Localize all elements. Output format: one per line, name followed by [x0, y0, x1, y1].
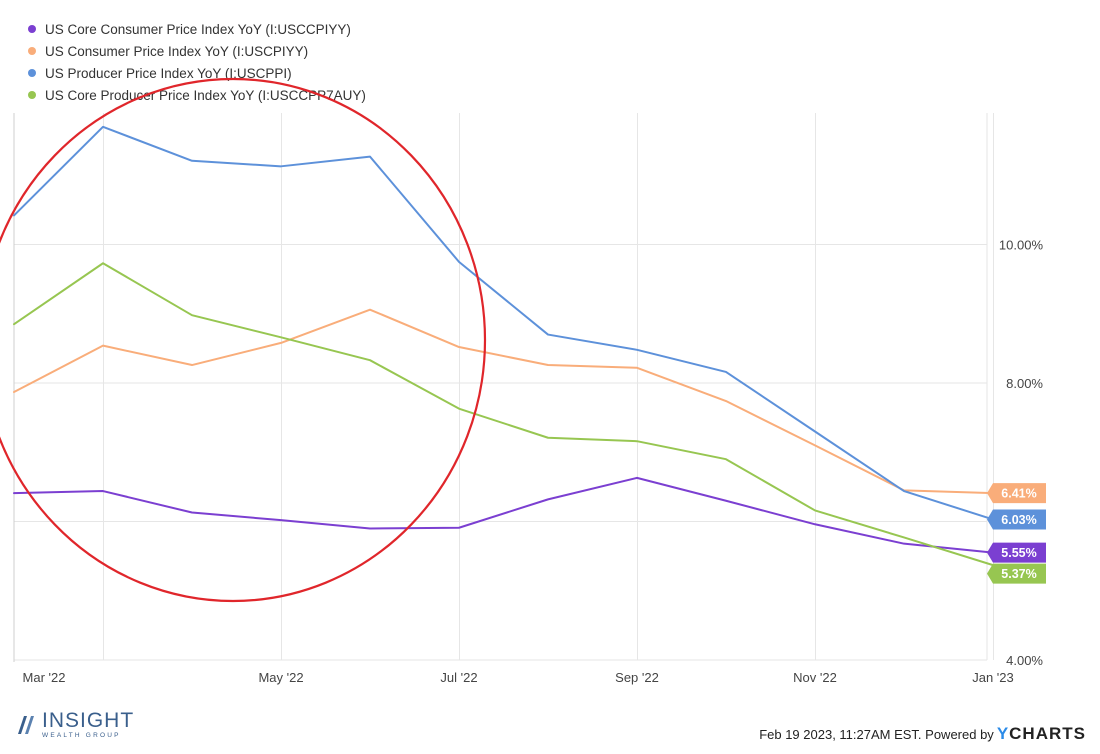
- logo-sub-text: WEALTH GROUP: [42, 732, 121, 739]
- legend-label: US Core Consumer Price Index YoY (I:USCC…: [45, 21, 351, 37]
- y-tick-label: 8.00%: [1006, 376, 1043, 391]
- series-line: [13, 308, 994, 495]
- ycharts-rest: CHARTS: [1009, 724, 1086, 743]
- end-value-tag: [987, 509, 1046, 530]
- end-value-tag: [987, 563, 1046, 584]
- ycharts-link[interactable]: YCHARTS: [997, 724, 1086, 744]
- legend: US Core Consumer Price Index YoY (I:USCC…: [28, 18, 366, 106]
- insight-logo: INSIGHT WEALTH GROUP: [16, 709, 135, 739]
- x-tick-label: Sep '22: [615, 670, 659, 685]
- end-value-label: 5.55%: [1001, 546, 1036, 560]
- legend-item[interactable]: US Core Producer Price Index YoY (I:USCC…: [28, 84, 366, 106]
- end-value-label: 5.37%: [1001, 567, 1036, 581]
- x-tick-label: Jan '23: [972, 670, 1014, 685]
- legend-item[interactable]: US Consumer Price Index YoY (I:USCPIYY): [28, 40, 366, 62]
- annotation-circle: [0, 77, 487, 603]
- end-value-tag: [987, 542, 1046, 563]
- end-value-tag: [987, 483, 1046, 504]
- legend-label: US Core Producer Price Index YoY (I:USCC…: [45, 87, 366, 103]
- end-value-label: 6.41%: [1001, 487, 1036, 501]
- series-line: [13, 125, 994, 521]
- legend-label: US Consumer Price Index YoY (I:USCPIYY): [45, 43, 309, 59]
- legend-dot-icon: [28, 25, 36, 33]
- footer: Feb 19 2023, 11:27AM EST. Powered by YCH…: [759, 724, 1086, 744]
- legend-dot-icon: [28, 69, 36, 77]
- legend-dot-icon: [28, 91, 36, 99]
- x-tick-label: Nov '22: [793, 670, 837, 685]
- x-tick-label: May '22: [258, 670, 303, 685]
- series-line: [13, 476, 994, 554]
- legend-dot-icon: [28, 47, 36, 55]
- legend-item[interactable]: US Core Consumer Price Index YoY (I:USCC…: [28, 18, 366, 40]
- x-tick-label: Jul '22: [440, 670, 477, 685]
- y-tick-label: 10.00%: [999, 238, 1044, 253]
- insight-logo-icon: [18, 716, 34, 734]
- series-line: [13, 262, 994, 567]
- end-value-label: 6.03%: [1001, 513, 1036, 527]
- legend-label: US Producer Price Index YoY (I:USCPPI): [45, 65, 292, 81]
- x-tick-label: Mar '22: [23, 670, 66, 685]
- ycharts-y: Y: [996, 724, 1010, 743]
- y-tick-label: 4.00%: [1006, 653, 1043, 668]
- logo-main-text: INSIGHT: [42, 709, 135, 732]
- legend-item[interactable]: US Producer Price Index YoY (I:USCPPI): [28, 62, 366, 84]
- timestamp: Feb 19 2023, 11:27AM EST. Powered by: [759, 726, 994, 742]
